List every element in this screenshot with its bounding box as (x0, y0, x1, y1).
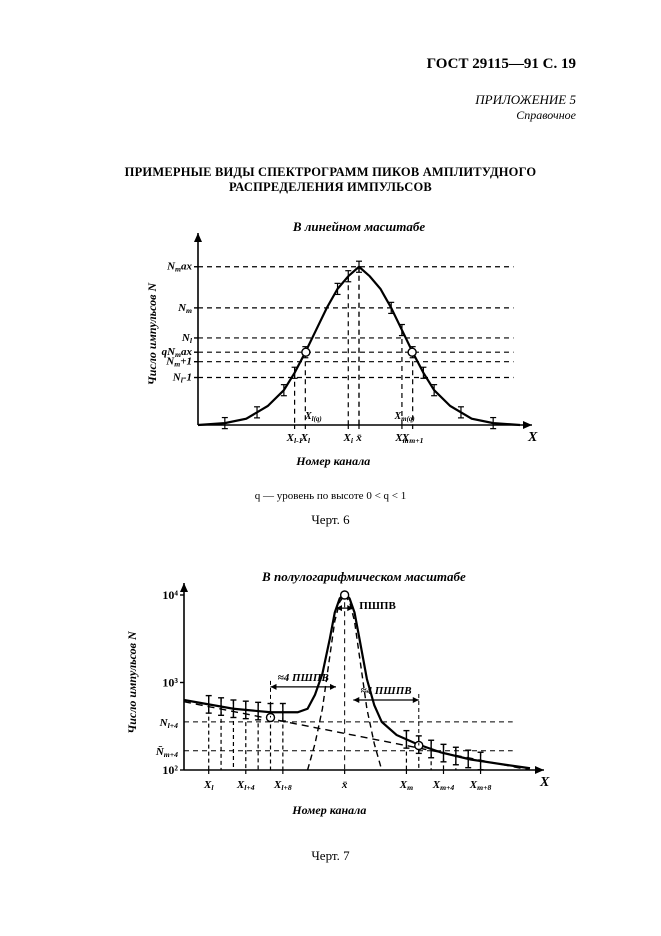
svg-text:В линейном масштабе: В линейном масштабе (292, 219, 426, 234)
title-line2: РАСПРЕДЕЛЕНИЯ ИМПУЛЬСОВ (229, 180, 432, 194)
svg-text:≈4 ПШПВ: ≈4 ПШПВ (278, 672, 329, 684)
svg-text:Число импульсов N: Число импульсов N (125, 630, 139, 734)
svg-text:Число импульсов N: Число импульсов N (145, 281, 159, 385)
chart-6-footnote: q — уровень по высоте 0 < q < 1 (0, 490, 661, 502)
svg-text:10⁴: 10⁴ (162, 588, 178, 602)
chart-7: В полулогарифмическом масштабе Число импу… (120, 565, 550, 825)
svg-text:Xl+8: Xl+8 (273, 779, 292, 792)
section-title: ПРИМЕРНЫЕ ВИДЫ СПЕКТРОГРАММ ПИКОВ АМПЛИТ… (0, 165, 661, 195)
svg-text:ПШПВ: ПШПВ (359, 600, 396, 612)
svg-text:Xl: Xl (300, 432, 311, 445)
svg-text:x̄: x̄ (341, 779, 348, 791)
svg-text:N̄m+4: N̄m+4 (155, 746, 178, 759)
svg-text:x̄: x̄ (355, 432, 362, 444)
svg-text:10³: 10³ (162, 676, 178, 690)
svg-text:X: X (527, 430, 538, 445)
svg-text:Номер канала: Номер канала (295, 454, 370, 468)
chart-6-caption: Черт. 6 (0, 512, 661, 528)
svg-text:Xm+4: Xm+4 (432, 779, 455, 792)
svg-text:X: X (539, 775, 550, 790)
svg-text:В полулогарифмическом масштабе: В полулогарифмическом масштабе (261, 569, 466, 584)
title-line1: ПРИМЕРНЫЕ ВИДЫ СПЕКТРОГРАММ ПИКОВ АМПЛИТ… (125, 165, 537, 179)
svg-text:Xm(q): Xm(q) (393, 411, 414, 423)
svg-text:Nl-1: Nl-1 (172, 372, 192, 385)
svg-text:10²: 10² (162, 763, 178, 777)
svg-text:Xm+1: Xm+1 (401, 432, 424, 445)
svg-text:Xm: Xm (399, 779, 413, 792)
svg-text:Xl: Xl (203, 779, 214, 792)
svg-text:Xl(q): Xl(q) (304, 411, 322, 423)
page: ГОСТ 29115—91 С. 19 ПРИЛОЖЕНИЕ 5 Справоч… (0, 0, 661, 936)
chart-7-caption: Черт. 7 (0, 848, 661, 864)
svg-text:Xl+4: Xl+4 (236, 779, 255, 792)
svg-text:Nl+4: Nl+4 (159, 717, 178, 730)
doc-header: ГОСТ 29115—91 С. 19 (427, 56, 576, 73)
svg-text:Nm: Nm (177, 302, 192, 315)
svg-text:≈4 ПШПВ: ≈4 ПШПВ (360, 685, 411, 697)
chart-6: В линейном масштабе Число импульсов N Номе… (140, 215, 540, 475)
svg-text:Nmax: Nmax (166, 261, 192, 274)
svg-text:Xm+8: Xm+8 (469, 779, 492, 792)
appendix-line1: ПРИЛОЖЕНИЕ 5 (475, 92, 576, 108)
svg-text:Номер канала: Номер канала (291, 803, 366, 817)
svg-text:Xi: Xi (343, 432, 354, 445)
appendix-line2: Справочное (516, 108, 576, 123)
svg-text:Nl: Nl (181, 332, 193, 345)
